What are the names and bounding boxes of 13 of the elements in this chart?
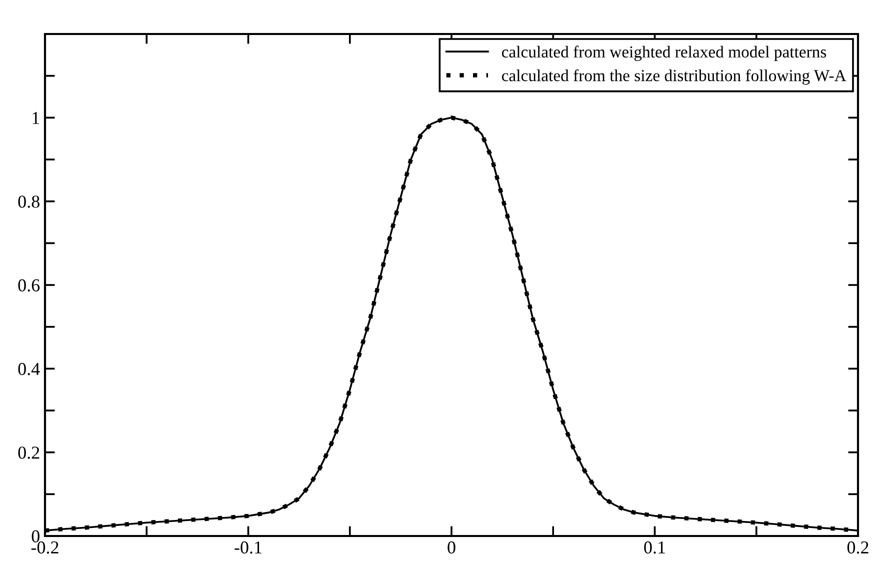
y-tick-label: 0.2 <box>18 446 40 459</box>
x-tick-label: 0 <box>448 541 456 554</box>
x-tick-label: 0.2 <box>847 541 868 554</box>
y-tick-label: 0.8 <box>18 196 40 208</box>
y-tick-label: 1 <box>32 112 40 124</box>
legend-label: calculated from weighted relaxed model patterns <box>502 46 826 61</box>
y-tick-label: 0.6 <box>18 279 40 292</box>
x-tick-label: -0.1 <box>234 541 262 554</box>
y-tick-label: 0 <box>32 530 40 542</box>
x-tick-label: 0.1 <box>644 541 665 554</box>
y-tick-label: 0.4 <box>18 362 40 376</box>
x-tick-label: -0.2 <box>31 541 58 554</box>
legend-label: calculated from the size distribution following W-A <box>502 69 846 85</box>
